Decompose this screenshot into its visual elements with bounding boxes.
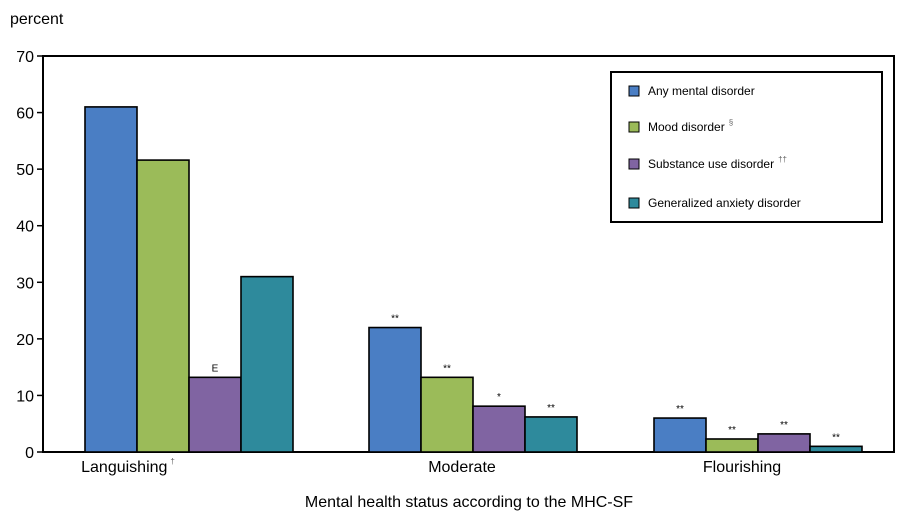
bar-substance-use-disorder-flourishing xyxy=(757,433,811,453)
bar-mood-disorder-flourishing xyxy=(705,438,759,453)
y-tick-label: 20 xyxy=(16,332,34,349)
bar-annotation: ** xyxy=(832,432,840,443)
bar-annotation: ** xyxy=(391,314,399,325)
legend-swatch xyxy=(628,85,640,97)
bar-annotation: ** xyxy=(780,420,788,431)
legend-entry: Generalized anxiety disorder xyxy=(648,196,801,210)
y-axis-title: percent xyxy=(10,11,64,28)
x-axis-categories: Languishing † Moderate Flourishing xyxy=(81,457,781,476)
bar-any-mental-disorder-languishing xyxy=(84,106,138,453)
x-category-label: Flourishing xyxy=(703,459,781,476)
y-tick-label: 60 xyxy=(16,106,34,123)
y-axis-ticks: 0 10 20 30 40 50 60 70 xyxy=(16,49,43,462)
legend-entry: Substance use disorder †† xyxy=(648,155,787,171)
legend-swatch xyxy=(628,158,640,170)
y-tick-label: 40 xyxy=(16,219,34,236)
bar-annotations: ********E******* xyxy=(212,314,840,444)
bar-substance-use-disorder-languishing xyxy=(188,376,242,453)
bar-annotation: ** xyxy=(443,363,451,374)
bar-generalized-anxiety-disorder-moderate xyxy=(524,416,578,453)
x-category-label: Languishing † xyxy=(81,457,175,476)
y-tick-label: 0 xyxy=(25,445,34,462)
bar-annotation: ** xyxy=(547,403,555,414)
bar-any-mental-disorder-flourishing xyxy=(653,417,707,453)
legend-entry: Any mental disorder xyxy=(648,84,755,98)
y-tick-label: 10 xyxy=(16,388,34,405)
y-tick-label: 30 xyxy=(16,275,34,292)
legend-swatch xyxy=(628,121,640,133)
bar-annotation: * xyxy=(497,392,501,403)
bar-annotation: E xyxy=(212,363,219,374)
bar-annotation: ** xyxy=(728,425,736,436)
y-tick-label: 50 xyxy=(16,162,34,179)
bar-annotation: ** xyxy=(676,404,684,415)
bar-any-mental-disorder-moderate xyxy=(368,326,422,453)
legend-box xyxy=(610,71,883,223)
y-tick-label: 70 xyxy=(16,49,34,66)
bar-generalized-anxiety-disorder-languishing xyxy=(240,275,294,453)
x-category-label: Moderate xyxy=(428,459,496,476)
bar-substance-use-disorder-moderate xyxy=(472,405,526,453)
legend: Any mental disorder Mood disorder § Substan… xyxy=(610,71,883,223)
bar-mood-disorder-moderate xyxy=(420,376,474,453)
bars xyxy=(84,106,863,453)
legend-entry: Mood disorder § xyxy=(648,118,733,134)
x-axis-title: Mental health status according to the MH… xyxy=(305,494,633,511)
legend-swatch xyxy=(628,197,640,209)
bar-mood-disorder-languishing xyxy=(136,159,190,453)
bar-generalized-anxiety-disorder-flourishing xyxy=(809,445,863,453)
